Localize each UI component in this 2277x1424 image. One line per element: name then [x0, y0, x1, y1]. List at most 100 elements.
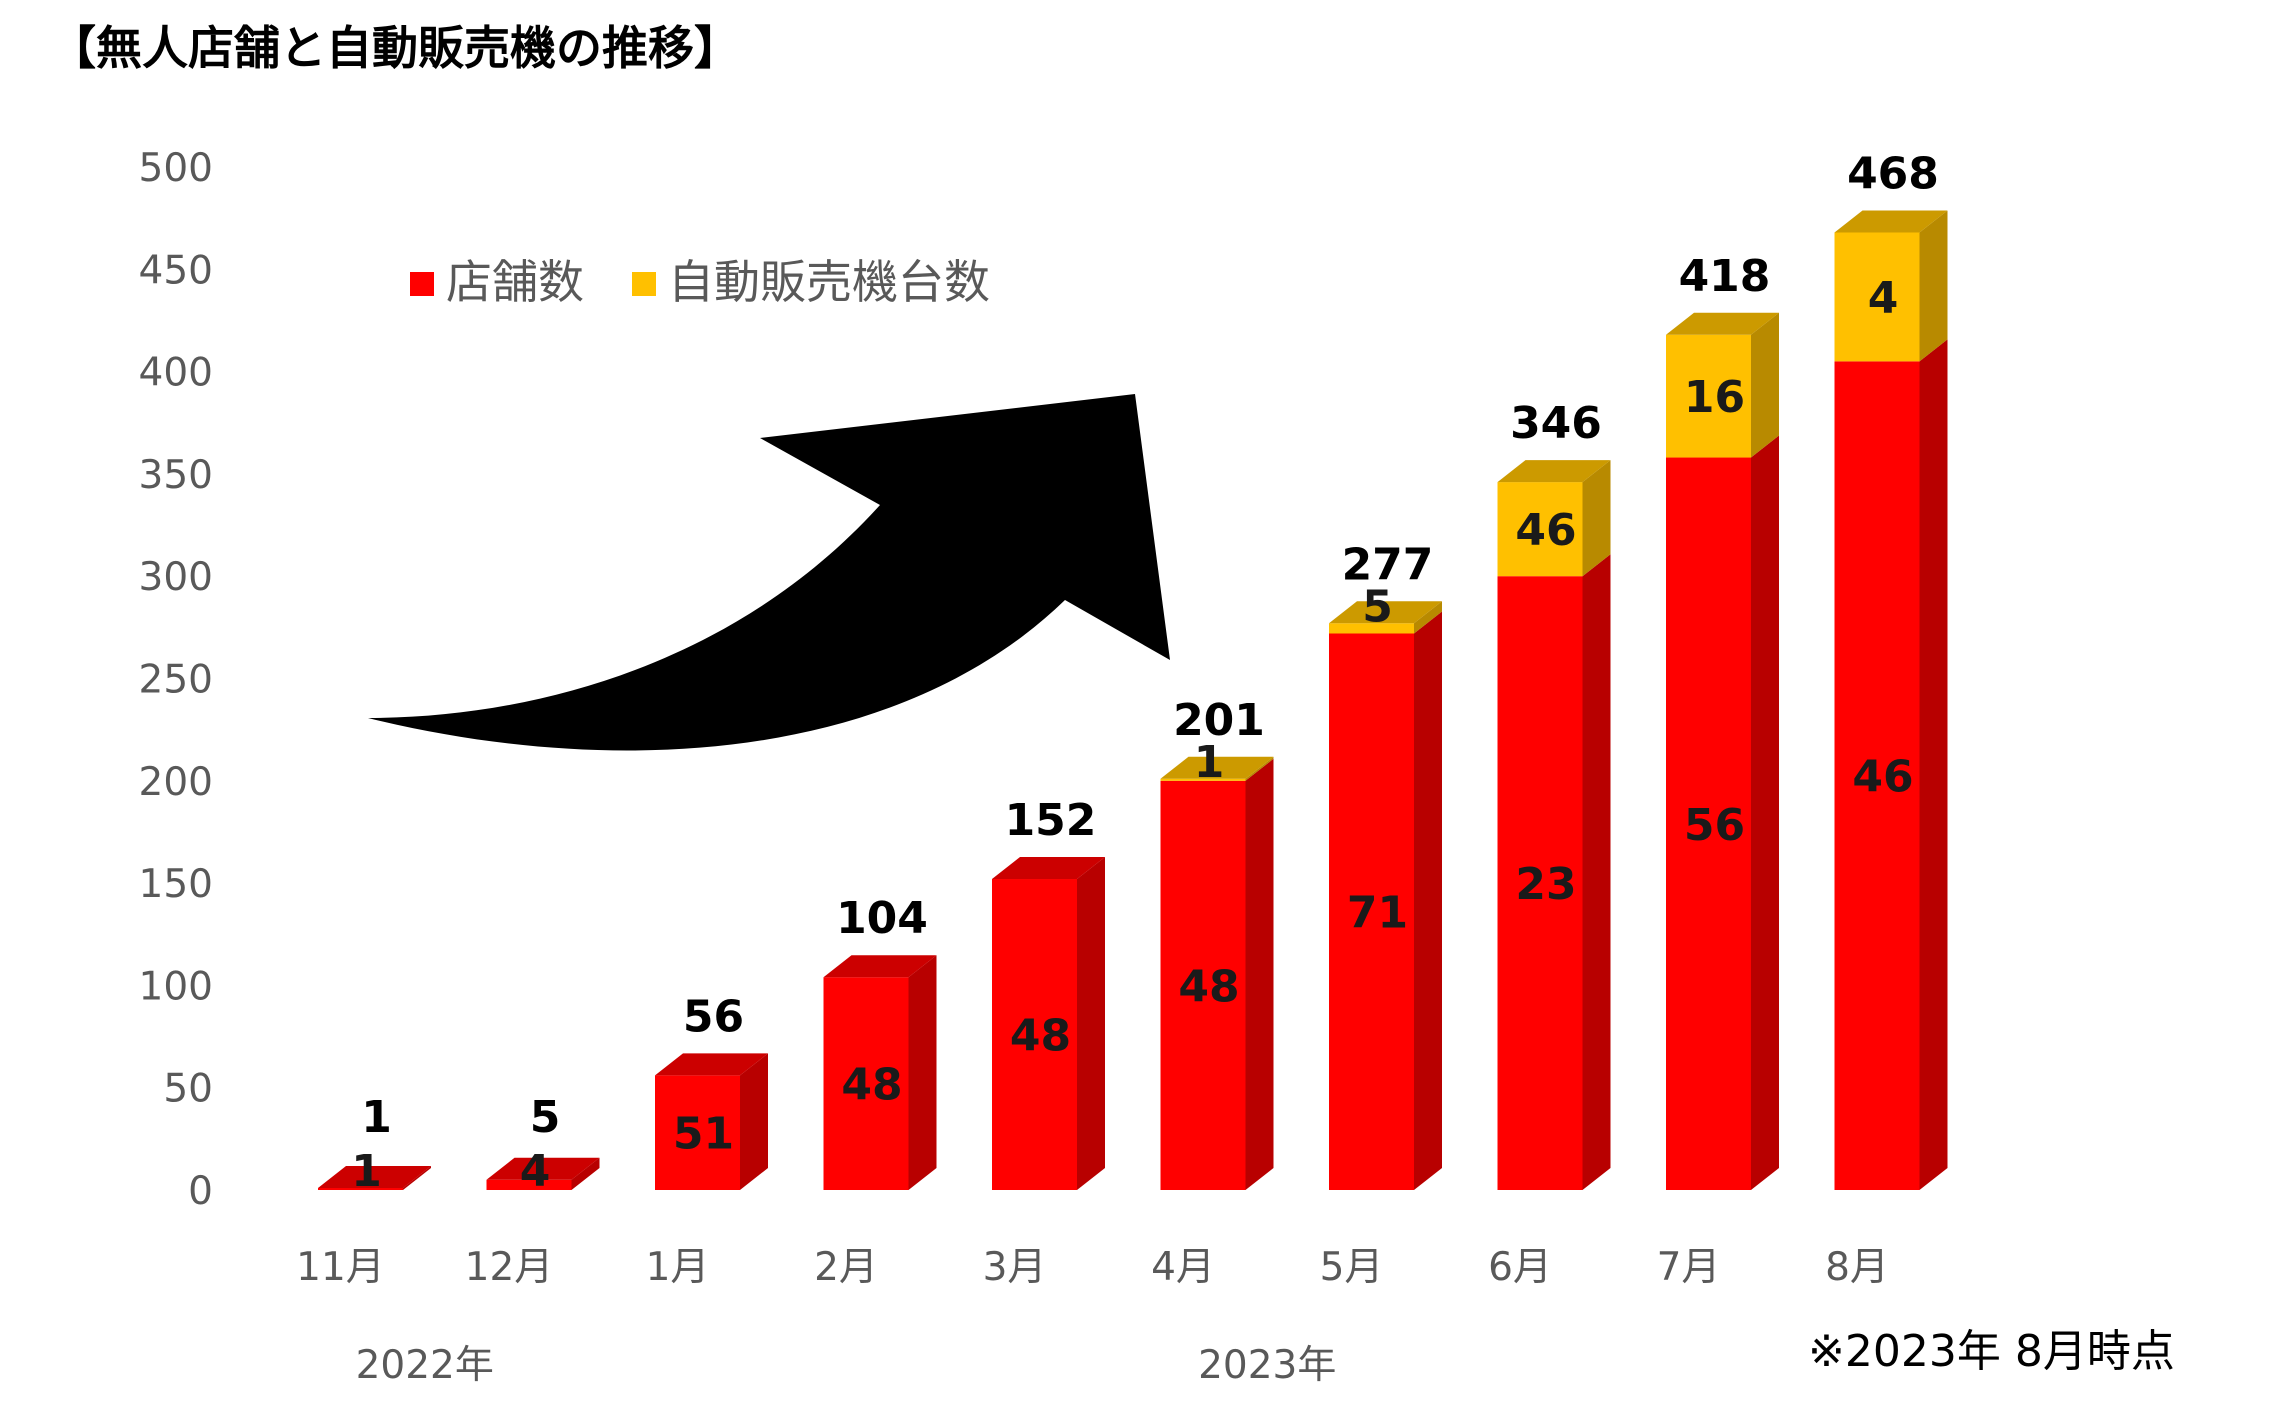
bar-top [318, 1165, 431, 1188]
bar-front [1834, 232, 1920, 362]
data-label: 4 [520, 1146, 551, 1197]
bar-front [1160, 778, 1246, 781]
bar-segment [1329, 601, 1442, 634]
total-label: 277 [1342, 539, 1434, 590]
bar-top [655, 1053, 768, 1076]
bar-segment [1497, 554, 1611, 1190]
legend: 店舗数 自動販売機台数 [410, 255, 990, 309]
bar-front [992, 879, 1077, 1190]
y-tick-label: 150 [139, 862, 213, 907]
bar-front [1497, 482, 1583, 577]
total-label: 56 [683, 991, 744, 1042]
bar-front [318, 1187, 403, 1190]
x-tick-label: 7月 [1657, 1245, 1721, 1290]
data-label: 48 [1010, 1011, 1071, 1062]
x-tick-label: 12月 [465, 1245, 554, 1290]
data-label: 16 [1684, 372, 1745, 423]
data-label: 48 [1178, 961, 1239, 1012]
bar-segment [1834, 210, 1948, 362]
y-tick-label: 100 [139, 964, 213, 1009]
total-label: 104 [836, 893, 928, 944]
chart-title: 【無人店舗と自動販売機の推移】 [50, 21, 740, 75]
y-tick-label: 350 [139, 453, 213, 498]
y-tick-label: 250 [139, 658, 213, 703]
bar-side [1919, 339, 1948, 1190]
bar-side [1582, 554, 1611, 1190]
bar-top [1497, 460, 1611, 483]
x-tick-label: 6月 [1488, 1245, 1552, 1290]
x-tick-label: 1月 [646, 1245, 710, 1290]
year-group-label: 2022年 [356, 1343, 494, 1388]
data-label: 1 [351, 1146, 382, 1197]
bar-top [1329, 601, 1442, 624]
data-label: 46 [1852, 752, 1913, 803]
legend-label: 自動販売機台数 [668, 255, 990, 309]
x-tick-label: 4月 [1151, 1245, 1215, 1290]
y-tick-label: 450 [139, 248, 213, 293]
bar-segment [655, 1053, 768, 1190]
x-tick-label: 5月 [1320, 1245, 1384, 1290]
bar-top [1160, 756, 1274, 779]
bar-segment [318, 1165, 431, 1190]
bar-side [1751, 435, 1779, 1191]
bar-segment [1329, 611, 1442, 1190]
bar-segment [992, 857, 1105, 1190]
bar-segment [1160, 758, 1274, 1190]
y-tick-label: 400 [139, 351, 213, 396]
bar-front [1329, 633, 1414, 1190]
bar-top [1666, 312, 1779, 335]
total-label: 468 [1847, 148, 1939, 199]
data-label: 71 [1347, 888, 1408, 939]
bar-side [1077, 857, 1105, 1190]
footnote: ※2023年 8月時点 [1808, 1326, 2175, 1377]
bar-side [1919, 210, 1948, 362]
data-label: 4 [1868, 273, 1899, 324]
data-label: 56 [1684, 800, 1745, 851]
bar-segment [1160, 756, 1274, 781]
bar-side [1245, 756, 1274, 781]
bar-segment [823, 955, 937, 1190]
trend-arrow-icon [368, 394, 1170, 751]
total-label: 201 [1173, 695, 1265, 746]
total-label: 5 [530, 1092, 561, 1143]
x-tick-label: 11月 [296, 1245, 385, 1290]
x-tick-label: 2月 [814, 1245, 878, 1290]
total-label: 152 [1005, 795, 1097, 846]
data-label: 5 [1362, 581, 1393, 632]
y-tick-label: 500 [139, 146, 213, 191]
legend-swatch [410, 272, 434, 296]
bar-front [1497, 576, 1583, 1190]
bar-top [823, 955, 937, 978]
total-label: 346 [1510, 398, 1602, 449]
data-label: 1 [1194, 737, 1225, 788]
y-tick-label: 50 [163, 1067, 213, 1112]
bar-side [908, 955, 937, 1190]
bar-side [403, 1165, 431, 1190]
bar-front [1834, 361, 1920, 1190]
bar-side [1582, 460, 1611, 577]
bar-side [571, 1157, 600, 1190]
bar-top [1834, 210, 1948, 233]
bar-side [1751, 312, 1779, 458]
bar-front [823, 977, 909, 1190]
data-label: 51 [673, 1109, 734, 1160]
bar-segment [1834, 339, 1948, 1190]
legend-label: 店舗数 [446, 255, 584, 309]
year-group-label: 2023年 [1198, 1343, 1336, 1388]
bar-side [1414, 601, 1442, 634]
bar-top [992, 857, 1105, 880]
y-tick-label: 200 [139, 760, 213, 805]
bar-front [1666, 334, 1751, 458]
x-tick-label: 8月 [1825, 1245, 1889, 1290]
bar-side [740, 1053, 768, 1190]
bar-side [1414, 611, 1442, 1190]
bar-front [486, 1179, 572, 1190]
bar-front [1666, 457, 1751, 1191]
bar-front [655, 1075, 740, 1190]
bar-front [1160, 780, 1246, 1190]
bar-front [1329, 623, 1414, 634]
bar-side [1245, 758, 1274, 1190]
bar-segment [1666, 312, 1779, 458]
y-axis: 0 50 100 150 200 250 300 350 400 450 500 [139, 146, 213, 1214]
